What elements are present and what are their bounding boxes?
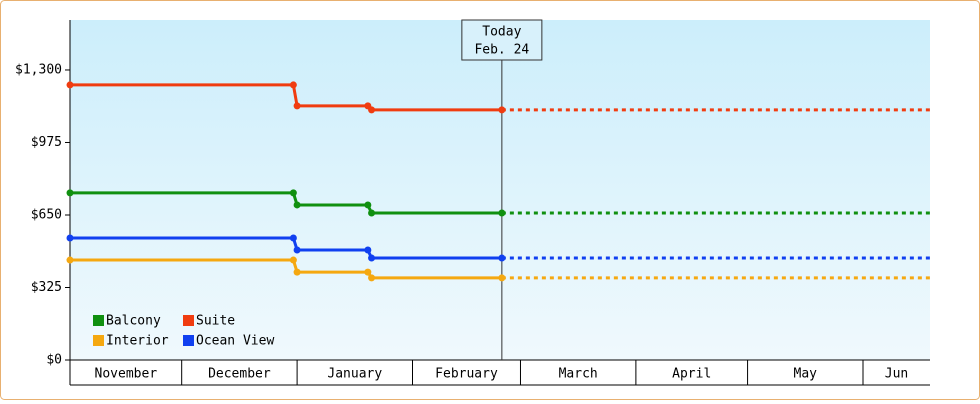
- point: [293, 268, 301, 276]
- point: [293, 201, 301, 209]
- plot-area: [70, 20, 930, 360]
- x-tick-label: January: [327, 367, 382, 382]
- point: [293, 246, 301, 254]
- point: [289, 189, 297, 197]
- point: [293, 102, 301, 110]
- x-tick-label: December: [208, 367, 271, 382]
- x-tick-label: May: [794, 367, 818, 382]
- series-line: [70, 83, 502, 112]
- legend-swatch: [93, 315, 104, 326]
- point: [368, 274, 376, 282]
- y-tick-label: $1,300: [15, 62, 62, 77]
- x-tick-label: Jun: [885, 367, 908, 382]
- y-tick-label: $325: [31, 280, 62, 295]
- point: [66, 234, 74, 242]
- point: [66, 256, 74, 264]
- point: [368, 209, 376, 217]
- point: [368, 254, 376, 262]
- point: [498, 274, 506, 282]
- today-label: Today: [482, 25, 521, 40]
- y-tick-label: $0: [46, 353, 62, 368]
- today-box: [461, 19, 543, 61]
- legend-swatch: [183, 315, 194, 326]
- legend-label: Ocean View: [196, 334, 274, 349]
- series-line: [70, 236, 502, 260]
- x-tick-label: November: [95, 367, 158, 382]
- legend-swatch: [93, 335, 104, 346]
- x-tick-label: March: [559, 367, 598, 382]
- point: [498, 106, 506, 114]
- point: [368, 106, 376, 114]
- point: [498, 254, 506, 262]
- point: [364, 246, 372, 254]
- y-tick-label: $650: [31, 207, 62, 222]
- legend-label: Balcony: [106, 314, 161, 329]
- x-tick-label: April: [672, 367, 711, 382]
- today-date: Feb. 24: [474, 43, 529, 58]
- legend-swatch: [183, 335, 194, 346]
- point: [289, 81, 297, 89]
- legend-label: Suite: [196, 314, 235, 329]
- point: [66, 81, 74, 89]
- series-line: [70, 191, 502, 215]
- legend-label: Interior: [106, 334, 169, 349]
- point: [289, 234, 297, 242]
- point: [498, 209, 506, 217]
- series-line: [70, 258, 502, 280]
- point: [364, 268, 372, 276]
- point: [364, 201, 372, 209]
- y-tick-label: $975: [31, 135, 62, 150]
- point: [66, 189, 74, 197]
- point: [289, 256, 297, 264]
- x-tick-label: February: [435, 367, 498, 382]
